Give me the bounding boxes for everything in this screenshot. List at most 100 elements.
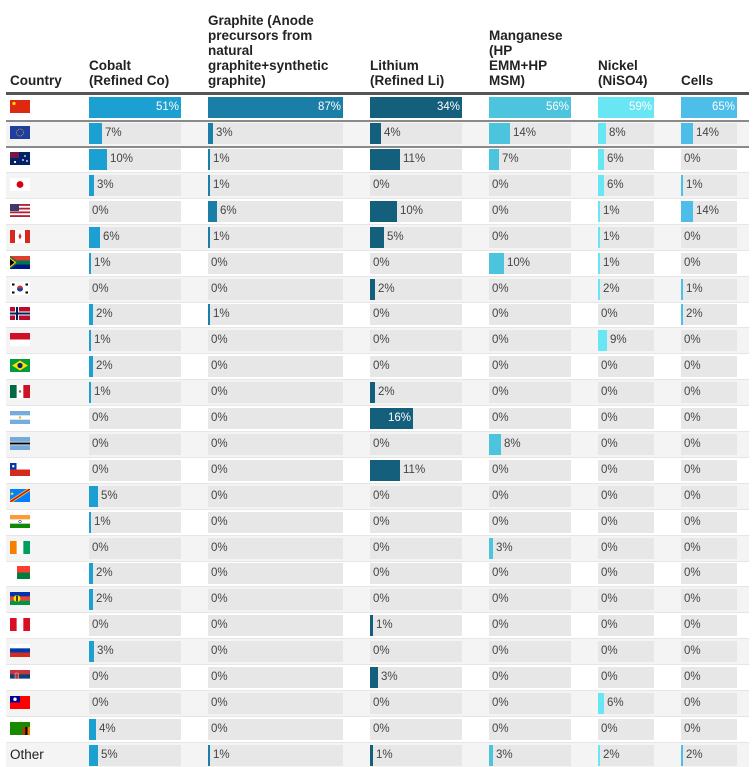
bar-lithium — [370, 97, 462, 118]
value-label: 0% — [92, 463, 109, 476]
value-label: 0% — [684, 153, 701, 165]
value-label: 0% — [373, 567, 390, 580]
bar-track-manganese: 8% — [489, 433, 571, 455]
bar-track-manganese: 0% — [489, 356, 571, 378]
bar-nickel — [598, 744, 600, 766]
header-line: Lithium — [370, 58, 419, 73]
value-label: 0% — [684, 360, 701, 373]
bar-lithium — [370, 667, 378, 688]
value-label: 0% — [211, 515, 228, 528]
value-label: 0% — [601, 360, 618, 373]
value-label: 0% — [492, 593, 509, 606]
bar-track-cobalt: 5% — [89, 485, 181, 507]
value-label: 1% — [603, 256, 620, 269]
row-divider — [6, 560, 749, 562]
value-label: 56% — [545, 101, 569, 113]
bar-track-cobalt: 3% — [89, 174, 181, 196]
header-line: precursors from — [208, 28, 313, 43]
bar-track-lithium: 0% — [370, 485, 462, 507]
value-label: 0% — [211, 489, 228, 502]
value-label: 0% — [492, 671, 509, 683]
value-label: 1% — [94, 386, 111, 399]
bar-track-graphite: 0% — [208, 459, 343, 481]
bar-track-nickel: 0% — [598, 641, 654, 663]
bar-track-cobalt: 2% — [89, 589, 181, 611]
bar-lithium — [370, 278, 375, 300]
value-label: 1% — [686, 282, 703, 295]
value-label: 0% — [492, 360, 509, 373]
bar-track-lithium: 0% — [370, 641, 462, 663]
bar-track-cobalt: 2% — [89, 356, 181, 378]
bar-track-graphite: 0% — [208, 356, 343, 378]
bar-track-manganese: 14% — [489, 123, 571, 144]
bar-track-cobalt: 0% — [89, 408, 181, 429]
bar-nickel — [598, 278, 600, 300]
bar-manganese — [489, 537, 493, 559]
value-label: 0% — [92, 282, 109, 295]
bar-nickel — [598, 330, 607, 352]
norway-flag-icon — [10, 307, 30, 321]
row-divider — [6, 327, 749, 329]
value-label: 4% — [99, 722, 116, 735]
value-label: 6% — [607, 696, 624, 709]
bar-track-cobalt: 51% — [89, 97, 181, 118]
new-caledonia-flag-icon — [10, 592, 30, 606]
bar-cobalt — [89, 226, 100, 248]
indonesia-flag-icon — [10, 333, 30, 347]
madagascar-flag-icon — [10, 566, 30, 580]
bar-track-lithium: 5% — [370, 226, 462, 248]
bar-track-graphite: 1% — [208, 174, 343, 196]
bar-track-manganese: 0% — [489, 330, 571, 352]
bar-cobalt — [89, 641, 94, 663]
bar-track-nickel: 6% — [598, 174, 654, 196]
value-label: 0% — [492, 178, 509, 191]
value-label: 0% — [492, 619, 509, 632]
row-divider — [6, 690, 749, 691]
argentina-flag-icon — [10, 411, 30, 424]
bar-track-cobalt: 0% — [89, 615, 181, 637]
bar-track-cells: 2% — [681, 304, 737, 326]
bar-track-lithium: 34% — [370, 97, 462, 118]
value-label: 7% — [105, 127, 122, 139]
value-label: 1% — [603, 230, 620, 243]
value-label: 0% — [601, 463, 618, 476]
bar-track-manganese: 0% — [489, 615, 571, 637]
value-label: 0% — [211, 593, 228, 606]
bar-track-cells: 0% — [681, 330, 737, 352]
bar-track-nickel: 6% — [598, 692, 654, 714]
value-label: 0% — [92, 671, 109, 683]
value-label: 0% — [492, 308, 509, 321]
value-label: 0% — [373, 334, 390, 347]
bar-graphite — [208, 200, 217, 222]
bar-track-lithium: 0% — [370, 511, 462, 533]
bar-nickel — [598, 149, 604, 170]
bar-nickel — [598, 692, 604, 714]
bar-cobalt — [89, 97, 181, 118]
value-label: 0% — [373, 645, 390, 658]
value-label: 8% — [504, 437, 521, 450]
header-lithium: Lithium (Refined Li) — [370, 58, 444, 88]
bar-track-graphite: 1% — [208, 304, 343, 326]
value-label: 0% — [211, 696, 228, 709]
bar-lithium — [370, 744, 373, 766]
bar-track-cells: 0% — [681, 226, 737, 248]
bar-track-graphite: 0% — [208, 330, 343, 352]
bar-track-manganese: 3% — [489, 744, 571, 766]
bar-track-nickel: 0% — [598, 511, 654, 533]
row-divider — [6, 197, 749, 199]
peru-flag-icon — [10, 618, 30, 632]
value-label: 10% — [400, 204, 424, 217]
row-divider — [6, 482, 749, 484]
bar-graphite — [208, 304, 210, 326]
value-label: 0% — [684, 489, 701, 502]
value-label: 7% — [502, 153, 519, 165]
value-label: 5% — [387, 230, 404, 243]
header-line: Nickel — [598, 58, 638, 73]
bar-track-cobalt: 0% — [89, 667, 181, 688]
bar-track-lithium: 3% — [370, 667, 462, 688]
bar-cobalt — [89, 382, 91, 404]
value-label: 0% — [492, 515, 509, 528]
bar-track-lithium: 0% — [370, 252, 462, 274]
bar-track-nickel: 59% — [598, 97, 654, 118]
header-graphite: Graphite (Anode precursors from natural gra… — [208, 13, 328, 88]
